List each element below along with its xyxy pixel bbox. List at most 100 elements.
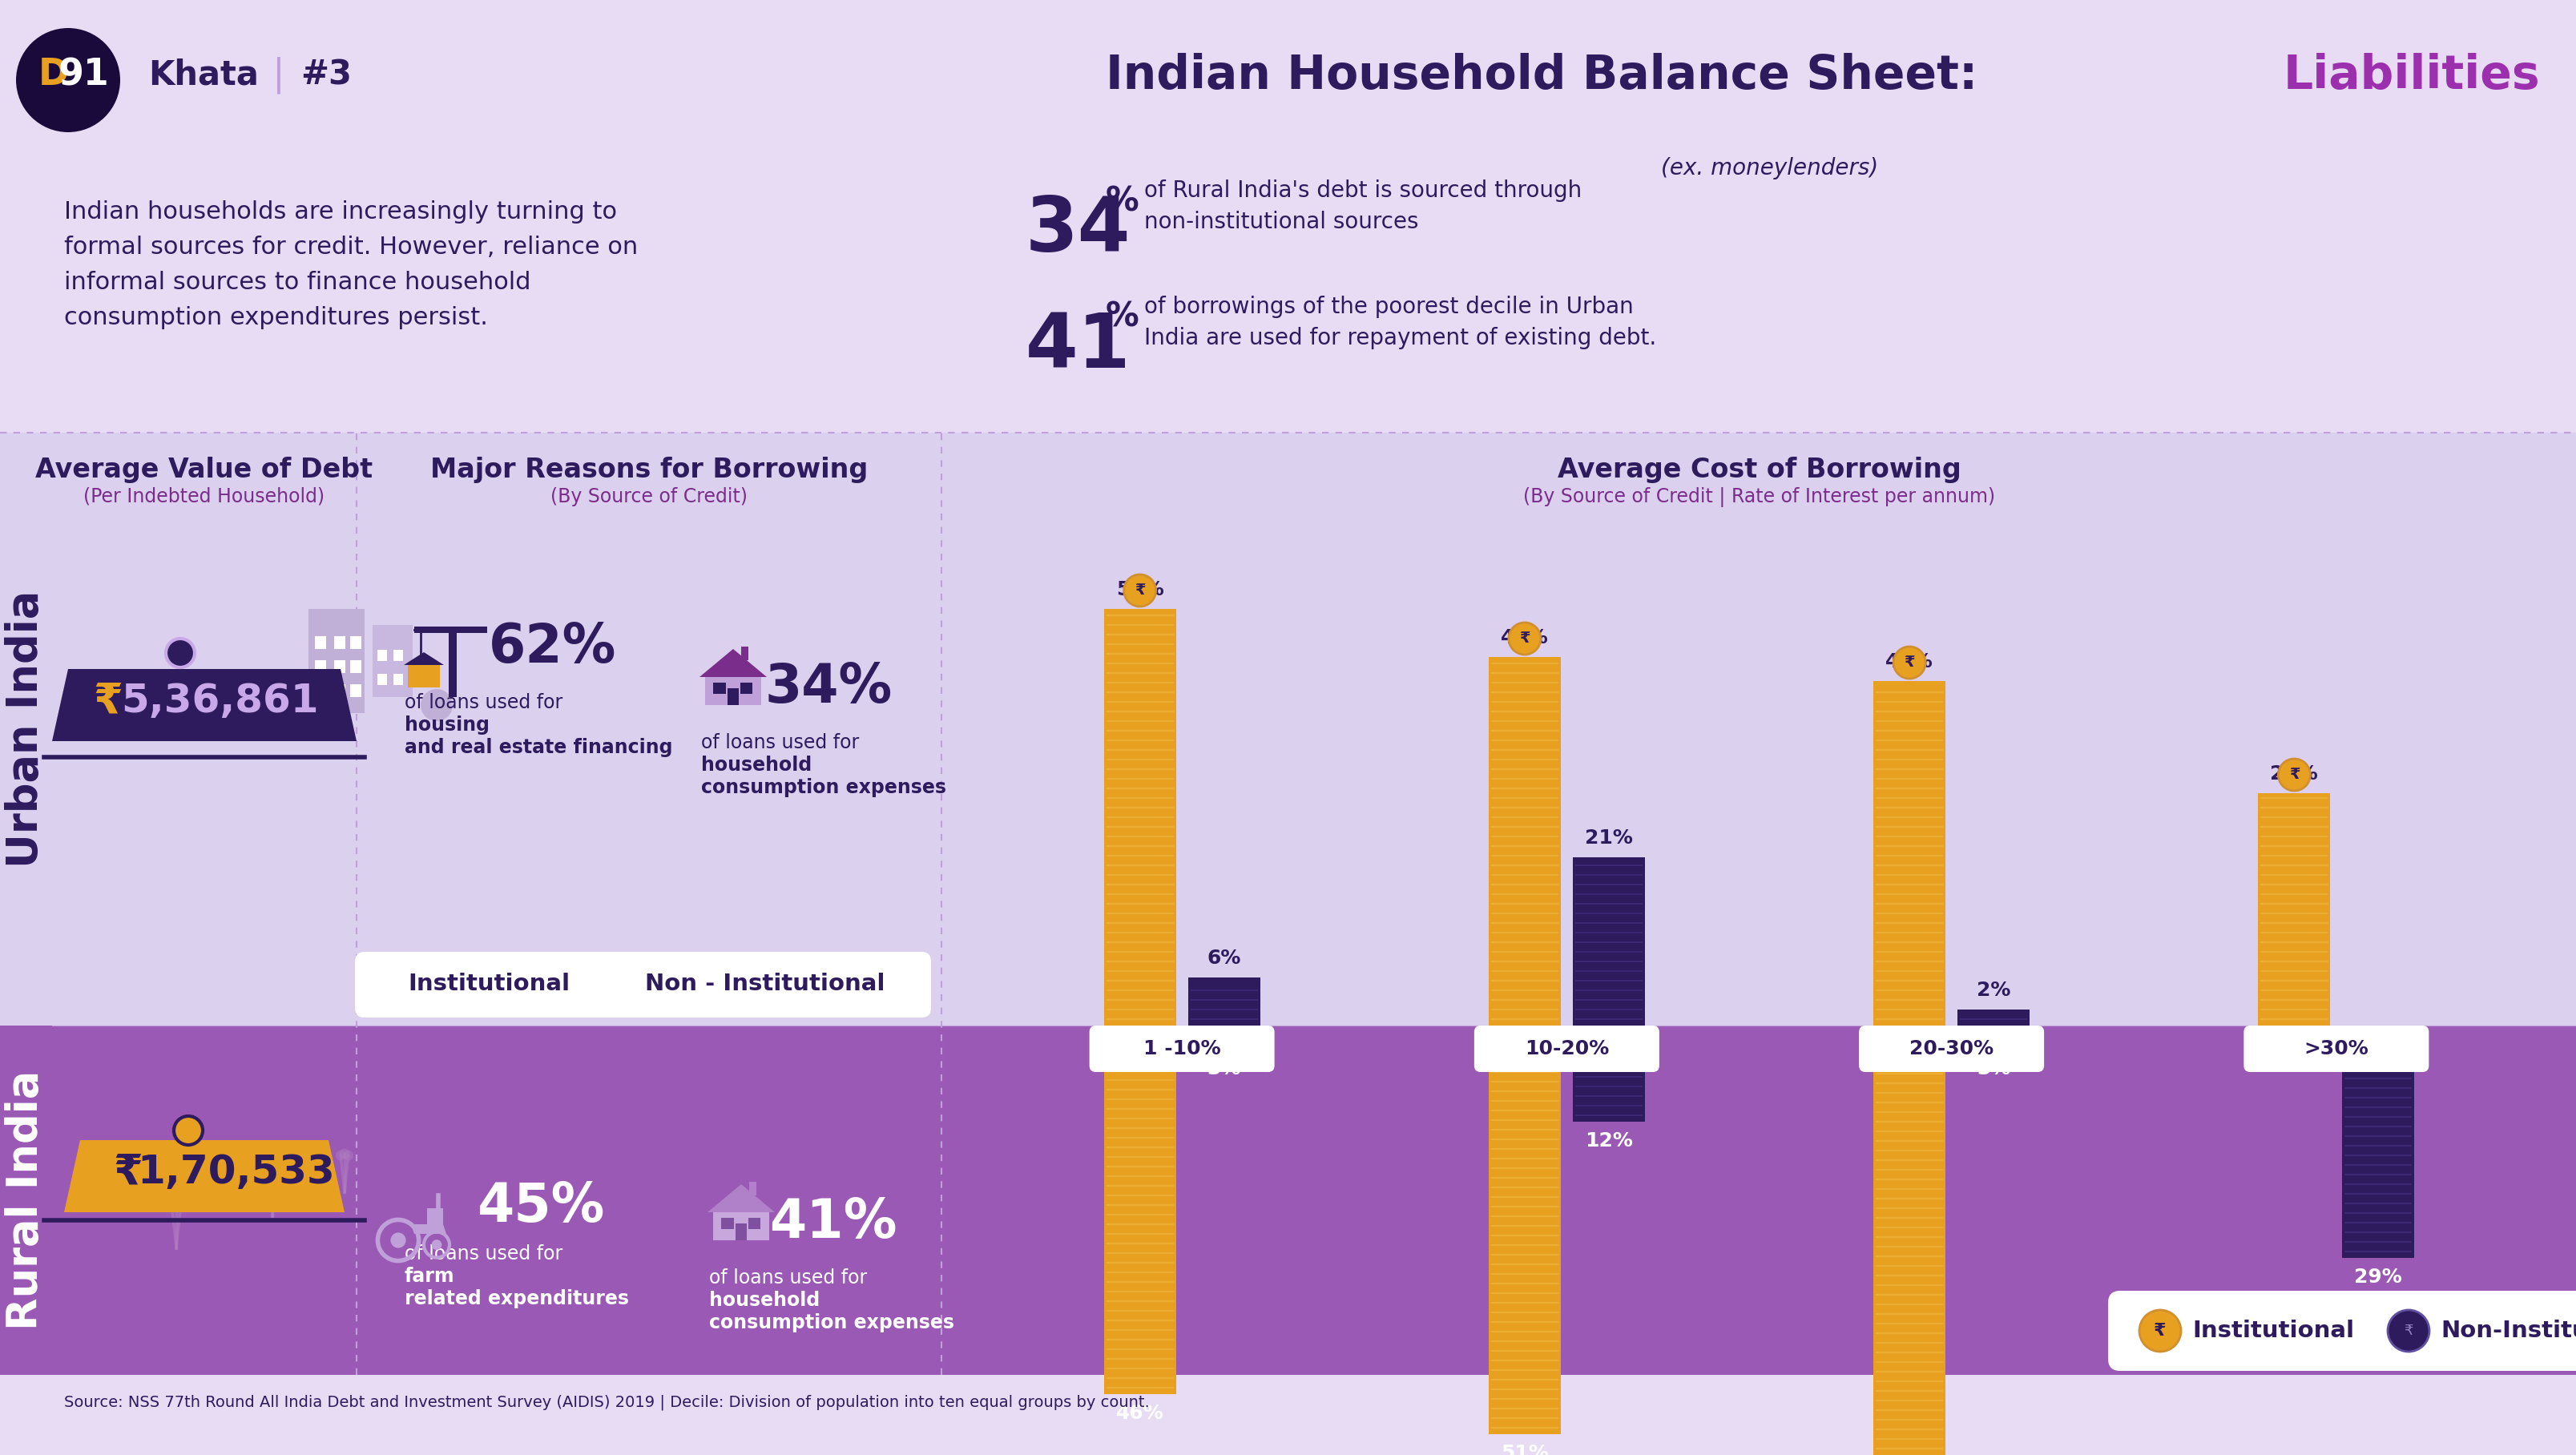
Circle shape [1123, 575, 1157, 607]
Text: farm: farm [404, 1267, 456, 1286]
Circle shape [15, 28, 121, 132]
Text: Indian households are increasingly turning to
formal sources for credit. However: Indian households are increasingly turni… [64, 201, 639, 329]
Polygon shape [708, 1184, 775, 1212]
Bar [350, 684, 361, 697]
Text: 3%: 3% [1206, 1059, 1242, 1078]
Text: Average Value of Debt: Average Value of Debt [36, 457, 374, 483]
Bar [714, 682, 726, 694]
Text: Institutional: Institutional [2192, 1320, 2354, 1342]
Text: Non-Institutional: Non-Institutional [2439, 1320, 2576, 1342]
Bar [1489, 658, 1561, 1026]
Text: 5,36,861: 5,36,861 [121, 682, 319, 720]
Text: Khata: Khata [149, 58, 258, 92]
Text: ₹: ₹ [2287, 767, 2298, 783]
Text: 43%: 43% [1886, 652, 1932, 671]
Bar [1103, 1026, 1175, 1394]
Text: |: | [273, 57, 286, 95]
Bar [469, 627, 487, 633]
Text: 20-30%: 20-30% [1909, 1039, 1994, 1058]
Text: 12%: 12% [1584, 1132, 1633, 1151]
Bar [739, 682, 752, 694]
Circle shape [2138, 1310, 2179, 1352]
Polygon shape [698, 649, 768, 677]
Bar [374, 626, 412, 697]
Text: and real estate financing: and real estate financing [404, 738, 672, 757]
Text: 52%: 52% [1115, 581, 1164, 599]
Circle shape [170, 1193, 183, 1206]
Text: 45%: 45% [477, 1180, 605, 1232]
Bar [1958, 1010, 2030, 1026]
Circle shape [173, 1116, 204, 1145]
Bar [314, 661, 327, 674]
Circle shape [260, 1154, 276, 1168]
Text: Source: NSS 77th Round All India Debt and Investment Survey (AIDIS) 2019 | Decil: Source: NSS 77th Round All India Debt an… [64, 1395, 1149, 1410]
Bar [376, 674, 386, 685]
Text: household: household [701, 755, 811, 774]
Bar [1571, 1026, 1643, 1122]
Text: D: D [39, 57, 70, 93]
Text: 62%: 62% [489, 621, 616, 674]
Text: 41: 41 [1025, 310, 1131, 384]
Text: 2%: 2% [1976, 981, 2009, 1000]
Bar [394, 650, 402, 661]
Text: consumption expenses: consumption expenses [701, 778, 945, 797]
Bar [314, 636, 327, 649]
Bar [1873, 681, 1945, 1026]
FancyBboxPatch shape [1473, 1026, 1659, 1072]
Text: 46%: 46% [1115, 1404, 1164, 1423]
Text: related expenditures: related expenditures [404, 1289, 629, 1308]
Text: 3%: 3% [1976, 1059, 2009, 1078]
Bar [706, 677, 760, 706]
Text: 29%: 29% [2269, 764, 2318, 784]
FancyBboxPatch shape [355, 952, 623, 1017]
Bar [714, 1212, 770, 1240]
Bar [1188, 978, 1260, 1026]
Text: Average Cost of Borrowing: Average Cost of Borrowing [1556, 457, 1960, 483]
Bar [747, 1218, 760, 1229]
Bar [335, 661, 345, 674]
Text: Non - Institutional: Non - Institutional [644, 973, 886, 995]
Text: Urban India: Urban India [5, 591, 46, 867]
Polygon shape [52, 669, 355, 741]
FancyBboxPatch shape [600, 952, 930, 1017]
Circle shape [335, 1151, 345, 1161]
Bar [734, 1224, 747, 1240]
Bar [750, 1181, 757, 1196]
Bar [335, 636, 345, 649]
Text: of loans used for: of loans used for [701, 733, 858, 752]
Bar [415, 627, 471, 633]
Bar [448, 633, 456, 697]
Circle shape [2388, 1310, 2429, 1352]
Bar [0, 432, 52, 1026]
Text: (ex. moneylenders): (ex. moneylenders) [1662, 157, 1878, 179]
Polygon shape [64, 1141, 345, 1212]
Circle shape [1893, 646, 1924, 678]
Circle shape [430, 1240, 440, 1250]
Circle shape [175, 1196, 188, 1209]
Text: consumption expenses: consumption expenses [708, 1314, 953, 1333]
Bar [1188, 1026, 1260, 1049]
Bar [376, 650, 386, 661]
Text: 34%: 34% [765, 661, 891, 714]
Bar [350, 636, 361, 649]
Text: ₹: ₹ [93, 681, 124, 722]
Text: #3: #3 [301, 58, 353, 92]
Text: of loans used for: of loans used for [708, 1269, 868, 1288]
Text: ₹: ₹ [2403, 1324, 2411, 1339]
Bar [1958, 1026, 2030, 1049]
Text: >30%: >30% [2303, 1039, 2367, 1058]
Polygon shape [428, 1208, 443, 1224]
FancyBboxPatch shape [2107, 1291, 2576, 1371]
Text: Indian Household Balance Sheet:: Indian Household Balance Sheet: [1105, 52, 1994, 97]
Text: ₹: ₹ [2154, 1323, 2166, 1339]
Bar [1571, 857, 1643, 1026]
Bar [335, 684, 345, 697]
Text: of borrowings of the poorest decile in Urban
India are used for repayment of exi: of borrowings of the poorest decile in U… [1144, 295, 1656, 349]
Bar [309, 610, 363, 713]
Polygon shape [412, 1224, 446, 1234]
Text: (Per Indebted Household): (Per Indebted Household) [82, 487, 325, 506]
Bar [1489, 1026, 1561, 1435]
Text: Rural India: Rural India [5, 1071, 46, 1330]
FancyBboxPatch shape [2244, 1026, 2429, 1072]
Text: %: % [1105, 185, 1139, 218]
